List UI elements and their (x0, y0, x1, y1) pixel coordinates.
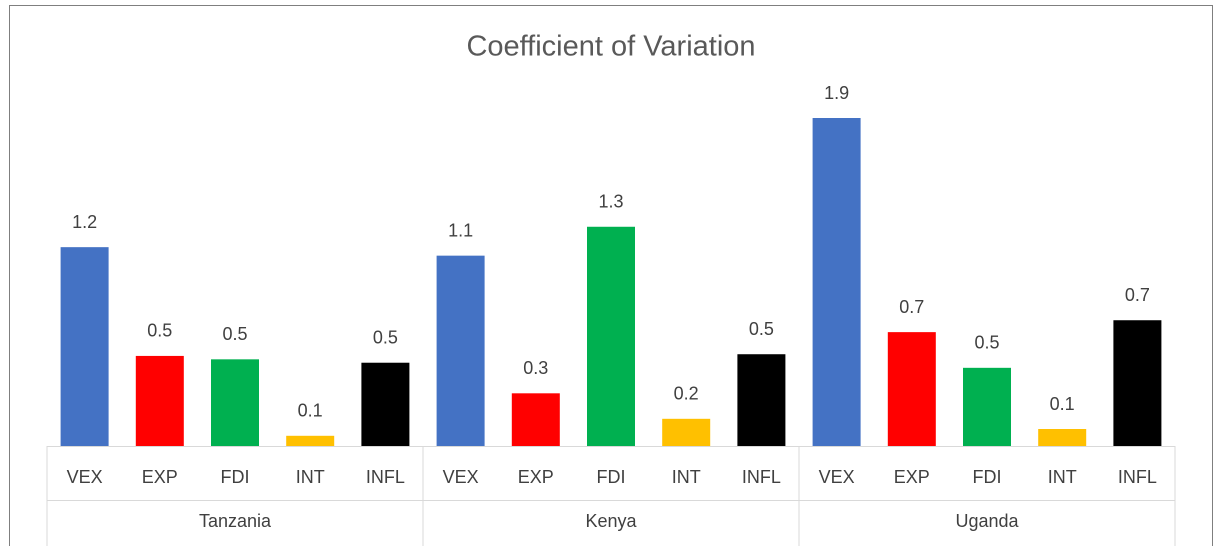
data-label: 0.2 (674, 384, 699, 404)
data-label: 1.3 (598, 192, 623, 212)
bar (436, 255, 485, 446)
data-label: 0.7 (899, 297, 924, 317)
group-label: Uganda (955, 511, 1019, 531)
x-tick-label: INFL (366, 467, 405, 487)
x-tick-label: INT (1048, 467, 1077, 487)
bar (587, 226, 635, 446)
data-label: 0.5 (749, 319, 774, 339)
x-tick-label: EXP (142, 467, 178, 487)
data-label: 0.3 (523, 358, 548, 378)
bar (361, 362, 410, 446)
bar (662, 418, 711, 446)
x-tick-label: FDI (597, 467, 626, 487)
data-label: 0.1 (298, 401, 323, 421)
data-label: 0.5 (222, 324, 247, 344)
bar (887, 332, 936, 446)
group-label: Tanzania (199, 511, 272, 531)
x-tick-label: FDI (973, 467, 1002, 487)
x-tick-label: VEX (67, 467, 103, 487)
bar (737, 354, 786, 446)
bar (1113, 320, 1162, 446)
x-tick-label: INT (296, 467, 325, 487)
data-label: 0.5 (373, 327, 398, 347)
bar (511, 393, 560, 446)
x-tick-label: EXP (894, 467, 930, 487)
data-label: 1.9 (824, 83, 849, 103)
bar (211, 359, 259, 446)
bar (812, 118, 861, 446)
bar (60, 247, 109, 446)
x-tick-label: VEX (819, 467, 855, 487)
data-label: 1.2 (72, 212, 97, 232)
x-tick-label: INFL (742, 467, 781, 487)
data-label: 0.1 (1050, 394, 1075, 414)
data-label: 0.5 (147, 321, 172, 341)
bar (1038, 429, 1087, 446)
x-tick-label: EXP (518, 467, 554, 487)
data-label: 0.7 (1125, 285, 1150, 305)
bar (963, 367, 1011, 446)
data-label: 1.1 (448, 220, 473, 240)
data-label: 0.5 (974, 333, 999, 353)
bar (135, 355, 184, 446)
bar (286, 435, 335, 446)
x-tick-label: FDI (221, 467, 250, 487)
chart-title: Coefficient of Variation (466, 31, 755, 63)
group-label: Kenya (585, 511, 637, 531)
x-tick-label: INT (672, 467, 701, 487)
x-tick-label: INFL (1118, 467, 1157, 487)
x-tick-label: VEX (443, 467, 479, 487)
